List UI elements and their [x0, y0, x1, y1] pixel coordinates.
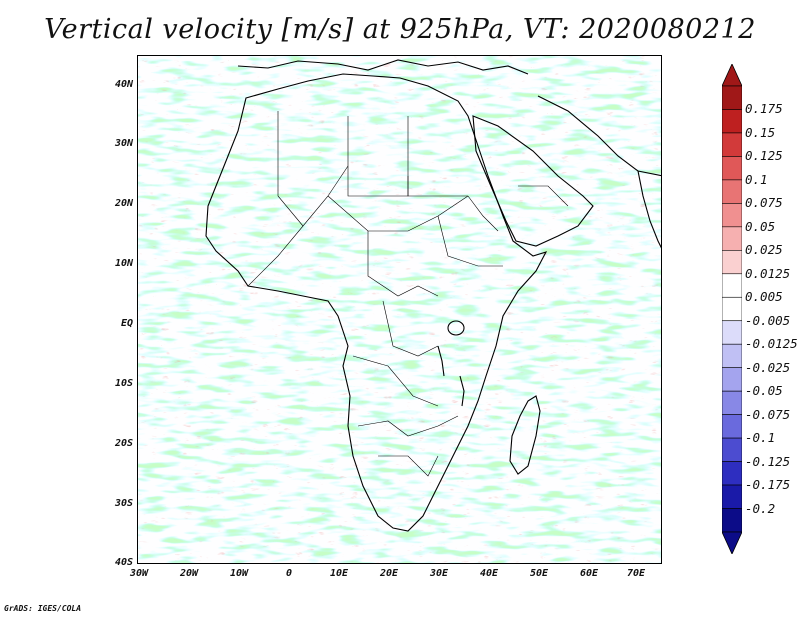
colorbar-label: 0.1: [745, 171, 768, 187]
lon-label-10e: 10E: [329, 568, 349, 579]
colorbar-box: [722, 343, 742, 368]
colorbar-box: [722, 226, 742, 251]
colorbar-box: [722, 320, 742, 345]
colorbar-label: -0.0125: [745, 336, 798, 352]
lon-label-30e: 30E: [429, 568, 449, 579]
vertical-velocity-map: [138, 56, 661, 563]
lake-malawi: [459, 375, 465, 407]
colorbar-box: [722, 367, 742, 392]
colorbar-box: [722, 414, 742, 439]
border-line: [327, 195, 469, 232]
colorbar-box: [722, 390, 742, 415]
colorbar-box: [722, 461, 742, 486]
lake-tanganyika: [437, 345, 445, 377]
border-line: [437, 215, 503, 267]
lat-label-30n: 30N: [114, 138, 133, 149]
border-line: [378, 455, 439, 477]
lat-label-10n: 10N: [114, 258, 133, 269]
lat-label-40s: 40S: [114, 557, 133, 568]
colorbar-box: [722, 85, 742, 110]
field-fine-detail: [138, 56, 661, 563]
lon-label-40e: 40E: [479, 568, 499, 579]
colorbar-label: 0.175: [745, 101, 783, 117]
colorbar-label: 0.0125: [745, 265, 791, 281]
colorbar-label: -0.005: [745, 312, 791, 328]
lake-victoria: [447, 320, 465, 336]
colorbar-label: 0.075: [745, 195, 783, 211]
colorbar-label: 0.15: [745, 124, 776, 140]
colorbar-label: 0.005: [745, 289, 783, 305]
colorbar-top-arrow: [722, 64, 742, 87]
colorbar: [722, 64, 742, 554]
map-panel: [137, 55, 662, 564]
lat-label-40n: 40N: [114, 79, 133, 90]
border-line: [467, 195, 499, 232]
border-line: [352, 355, 439, 407]
lon-label-30w: 30W: [129, 568, 149, 579]
colorbar-box: [722, 484, 742, 509]
lat-label-10s: 10S: [114, 378, 133, 389]
lon-label-10w: 10W: [229, 568, 249, 579]
colorbar-box: [722, 203, 742, 228]
colorbar-box: [722, 179, 742, 204]
colorbar-box: [722, 109, 742, 134]
lat-label-eq: EQ: [120, 318, 133, 329]
lon-label-70e: 70E: [626, 568, 646, 579]
border-line: [382, 300, 439, 357]
border-line: [407, 116, 468, 197]
colorbar-label: -0.2: [745, 500, 776, 516]
colorbar-box: [722, 296, 742, 322]
colorbar-label: -0.175: [745, 477, 791, 493]
colorbar-box: [722, 437, 742, 462]
india-coastline: [637, 170, 661, 249]
colorbar-label: 0.125: [745, 148, 783, 164]
colorbar-box: [722, 132, 742, 157]
colorbar-label: -0.1: [745, 430, 776, 446]
colorbar-label: -0.075: [745, 406, 791, 422]
africa-coastline: [205, 73, 548, 532]
colorbar-label: -0.125: [745, 453, 791, 469]
colorbar-label: -0.025: [745, 359, 791, 375]
lon-label-20w: 20W: [179, 568, 199, 579]
arabia-coastline: [472, 115, 594, 247]
colorbar-label: 0.05: [745, 218, 776, 234]
colorbar-box: [722, 250, 742, 275]
lat-label-20n: 20N: [114, 198, 133, 209]
colorbar-boxes: [722, 64, 742, 554]
colorbar-box: [722, 156, 742, 181]
lon-label-50e: 50E: [529, 568, 549, 579]
lon-label-60e: 60E: [579, 568, 599, 579]
madagascar-coastline: [509, 395, 541, 475]
colorbar-box: [722, 273, 742, 298]
lon-label-20e: 20E: [379, 568, 399, 579]
border-line: [357, 415, 459, 437]
country-borders: [247, 111, 569, 477]
asia-coastline: [537, 95, 661, 177]
chart-title: Vertical velocity [m/s] at 925hPa, VT: 2…: [44, 14, 756, 45]
coastlines: [205, 59, 661, 532]
lon-label-0: 0: [285, 568, 293, 579]
colorbar-bottom-arrow: [722, 531, 742, 554]
colorbar-box: [722, 508, 742, 533]
grads-credit: GrADS: IGES/COLA: [4, 604, 82, 613]
lat-label-30s: 30S: [114, 498, 133, 509]
lat-label-20s: 20S: [114, 438, 133, 449]
colorbar-label: -0.05: [745, 383, 783, 399]
border-line: [277, 111, 304, 227]
europe-coastline: [237, 59, 529, 75]
border-line: [367, 231, 439, 297]
colorbar-label: 0.025: [745, 242, 783, 258]
border-line: [518, 185, 569, 207]
